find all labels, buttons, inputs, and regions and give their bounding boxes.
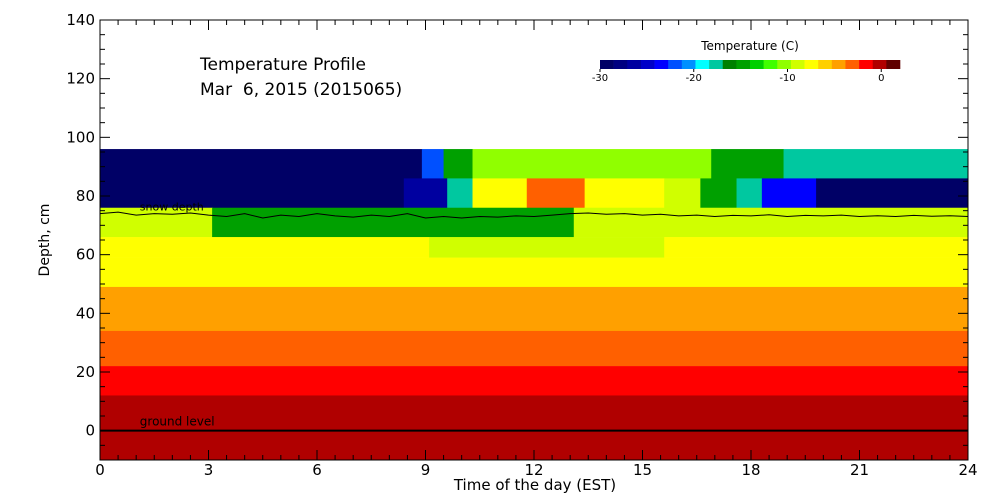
- heatmap-cell: [429, 237, 665, 258]
- heatmap-cell: [403, 178, 448, 209]
- heatmap-cell: [212, 207, 575, 238]
- x-tick-label: 3: [204, 461, 214, 479]
- heatmap-cell: [100, 286, 969, 332]
- colorbar-title: Temperature (C): [700, 39, 799, 53]
- heatmap-cell: [700, 178, 738, 209]
- colorbar-tick-label: -10: [779, 73, 795, 84]
- colorbar-swatch: [668, 60, 683, 69]
- colorbar-tick-label: -30: [592, 73, 608, 84]
- colorbar-swatch: [627, 60, 642, 69]
- colorbar-swatch: [831, 60, 846, 69]
- heatmap-cell: [573, 207, 969, 238]
- chart-title: Temperature Profile: [199, 55, 366, 75]
- x-tick-label: 9: [421, 461, 431, 479]
- colorbar-swatch: [736, 60, 751, 69]
- x-tick-label: 12: [524, 461, 543, 479]
- y-tick-label: 40: [76, 304, 95, 322]
- heatmap-cell: [472, 149, 712, 179]
- colorbar-swatch: [790, 60, 805, 69]
- heatmap-cell: [100, 330, 969, 367]
- ground-level-label: ground level: [140, 415, 215, 429]
- y-tick-label: 120: [66, 70, 95, 88]
- heatmap-cell: [783, 149, 969, 179]
- y-tick-label: 20: [76, 363, 95, 381]
- snow-depth-line: [99, 211, 969, 219]
- axis-ticks: 0 3 6 9 12 15 18 21 24 0 20 40 60 80 100 120 140: [66, 11, 977, 479]
- heatmap-cell: [711, 149, 785, 179]
- heatmap-cell: [100, 149, 423, 179]
- heatmap-cell: [100, 439, 513, 461]
- x-axis-label: Time of the day (EST): [453, 476, 616, 494]
- colorbar-swatch: [845, 60, 860, 69]
- heatmap-cell: [100, 366, 969, 396]
- heatmap-cell: [472, 178, 528, 209]
- colorbar-swatches: [600, 60, 901, 69]
- heatmap-cell: [664, 178, 701, 209]
- colorbar-swatch: [640, 60, 655, 69]
- colorbar-swatch: [654, 60, 669, 69]
- x-tick-label: 0: [95, 461, 105, 479]
- y-axis-label: Depth, cm: [37, 204, 53, 277]
- heatmap-cell: [761, 178, 817, 209]
- colorbar-swatch: [804, 60, 819, 69]
- x-tick-label: 15: [633, 461, 652, 479]
- heatmap-cell: [443, 149, 474, 179]
- x-tick-label: 21: [850, 461, 869, 479]
- heatmap-cell: [512, 439, 969, 461]
- heatmap-cell: [100, 257, 969, 288]
- colorbar-swatch: [763, 60, 778, 69]
- colorbar-tick-label: -20: [686, 73, 702, 84]
- colorbar-swatch: [600, 60, 614, 69]
- colorbar-swatch: [695, 60, 710, 69]
- heatmap-cell: [421, 149, 445, 179]
- heatmap-cell: [664, 237, 969, 258]
- colorbar-swatch: [859, 60, 874, 69]
- colorbar-ticks: -30 -20 -10 0: [592, 69, 884, 84]
- y-tick-label: 60: [76, 246, 95, 264]
- heatmap-cell: [100, 237, 430, 258]
- y-tick-label: 80: [76, 187, 95, 205]
- y-tick-label: 0: [85, 422, 95, 440]
- x-tick-label: 18: [741, 461, 760, 479]
- colorbar-swatch: [818, 60, 833, 69]
- colorbar-swatch: [709, 60, 724, 69]
- colorbar-swatch: [872, 60, 887, 69]
- y-tick-label: 100: [66, 128, 95, 146]
- heatmap-cell: [100, 395, 969, 426]
- heatmap-cell: [100, 424, 969, 440]
- colorbar-swatch: [681, 60, 696, 69]
- snow-depth-label: snow depth: [140, 201, 204, 214]
- colorbar-swatch: [750, 60, 764, 69]
- heatmap-cell: [526, 178, 586, 209]
- overlay-lines: snow depth ground level: [99, 201, 969, 432]
- colorbar-swatch: [777, 60, 792, 69]
- colorbar-swatch: [722, 60, 737, 69]
- colorbar-swatch: [613, 60, 628, 69]
- heatmap-cell: [447, 178, 474, 209]
- heatmap-cell: [816, 178, 969, 209]
- heatmap-cell: [100, 178, 405, 209]
- chart-subtitle: Mar 6, 2015 (2015065): [200, 80, 402, 100]
- colorbar-tick-label: 0: [878, 73, 884, 84]
- y-tick-label: 140: [66, 11, 95, 29]
- heatmap-cell: [736, 178, 763, 209]
- heatmap-cell: [584, 178, 665, 209]
- colorbar: Temperature (C) -30 -20 -10 0: [592, 39, 901, 84]
- colorbar-swatch: [886, 60, 901, 69]
- heatmap-cells: [100, 149, 969, 461]
- x-tick-label: 24: [958, 461, 977, 479]
- x-tick-label: 6: [312, 461, 322, 479]
